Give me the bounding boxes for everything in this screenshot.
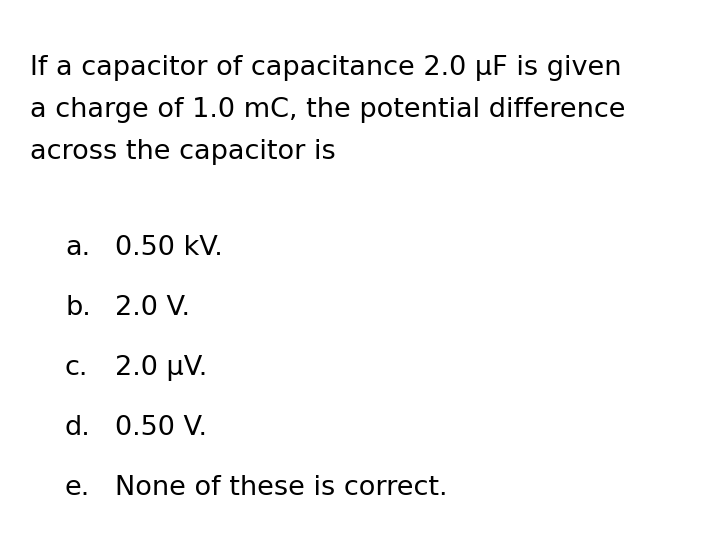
Text: If a capacitor of capacitance 2.0 μF is given: If a capacitor of capacitance 2.0 μF is … — [30, 55, 621, 81]
Text: None of these is correct.: None of these is correct. — [115, 475, 448, 501]
Text: b.: b. — [65, 295, 91, 321]
Text: 0.50 V.: 0.50 V. — [115, 415, 207, 441]
Text: a charge of 1.0 mC, the potential difference: a charge of 1.0 mC, the potential differ… — [30, 97, 626, 123]
Text: a.: a. — [65, 235, 90, 261]
Text: 2.0 V.: 2.0 V. — [115, 295, 190, 321]
Text: e.: e. — [65, 475, 90, 501]
Text: c.: c. — [65, 355, 89, 381]
Text: across the capacitor is: across the capacitor is — [30, 139, 336, 165]
Text: 2.0 μV.: 2.0 μV. — [115, 355, 207, 381]
Text: 0.50 kV.: 0.50 kV. — [115, 235, 222, 261]
Text: d.: d. — [65, 415, 91, 441]
